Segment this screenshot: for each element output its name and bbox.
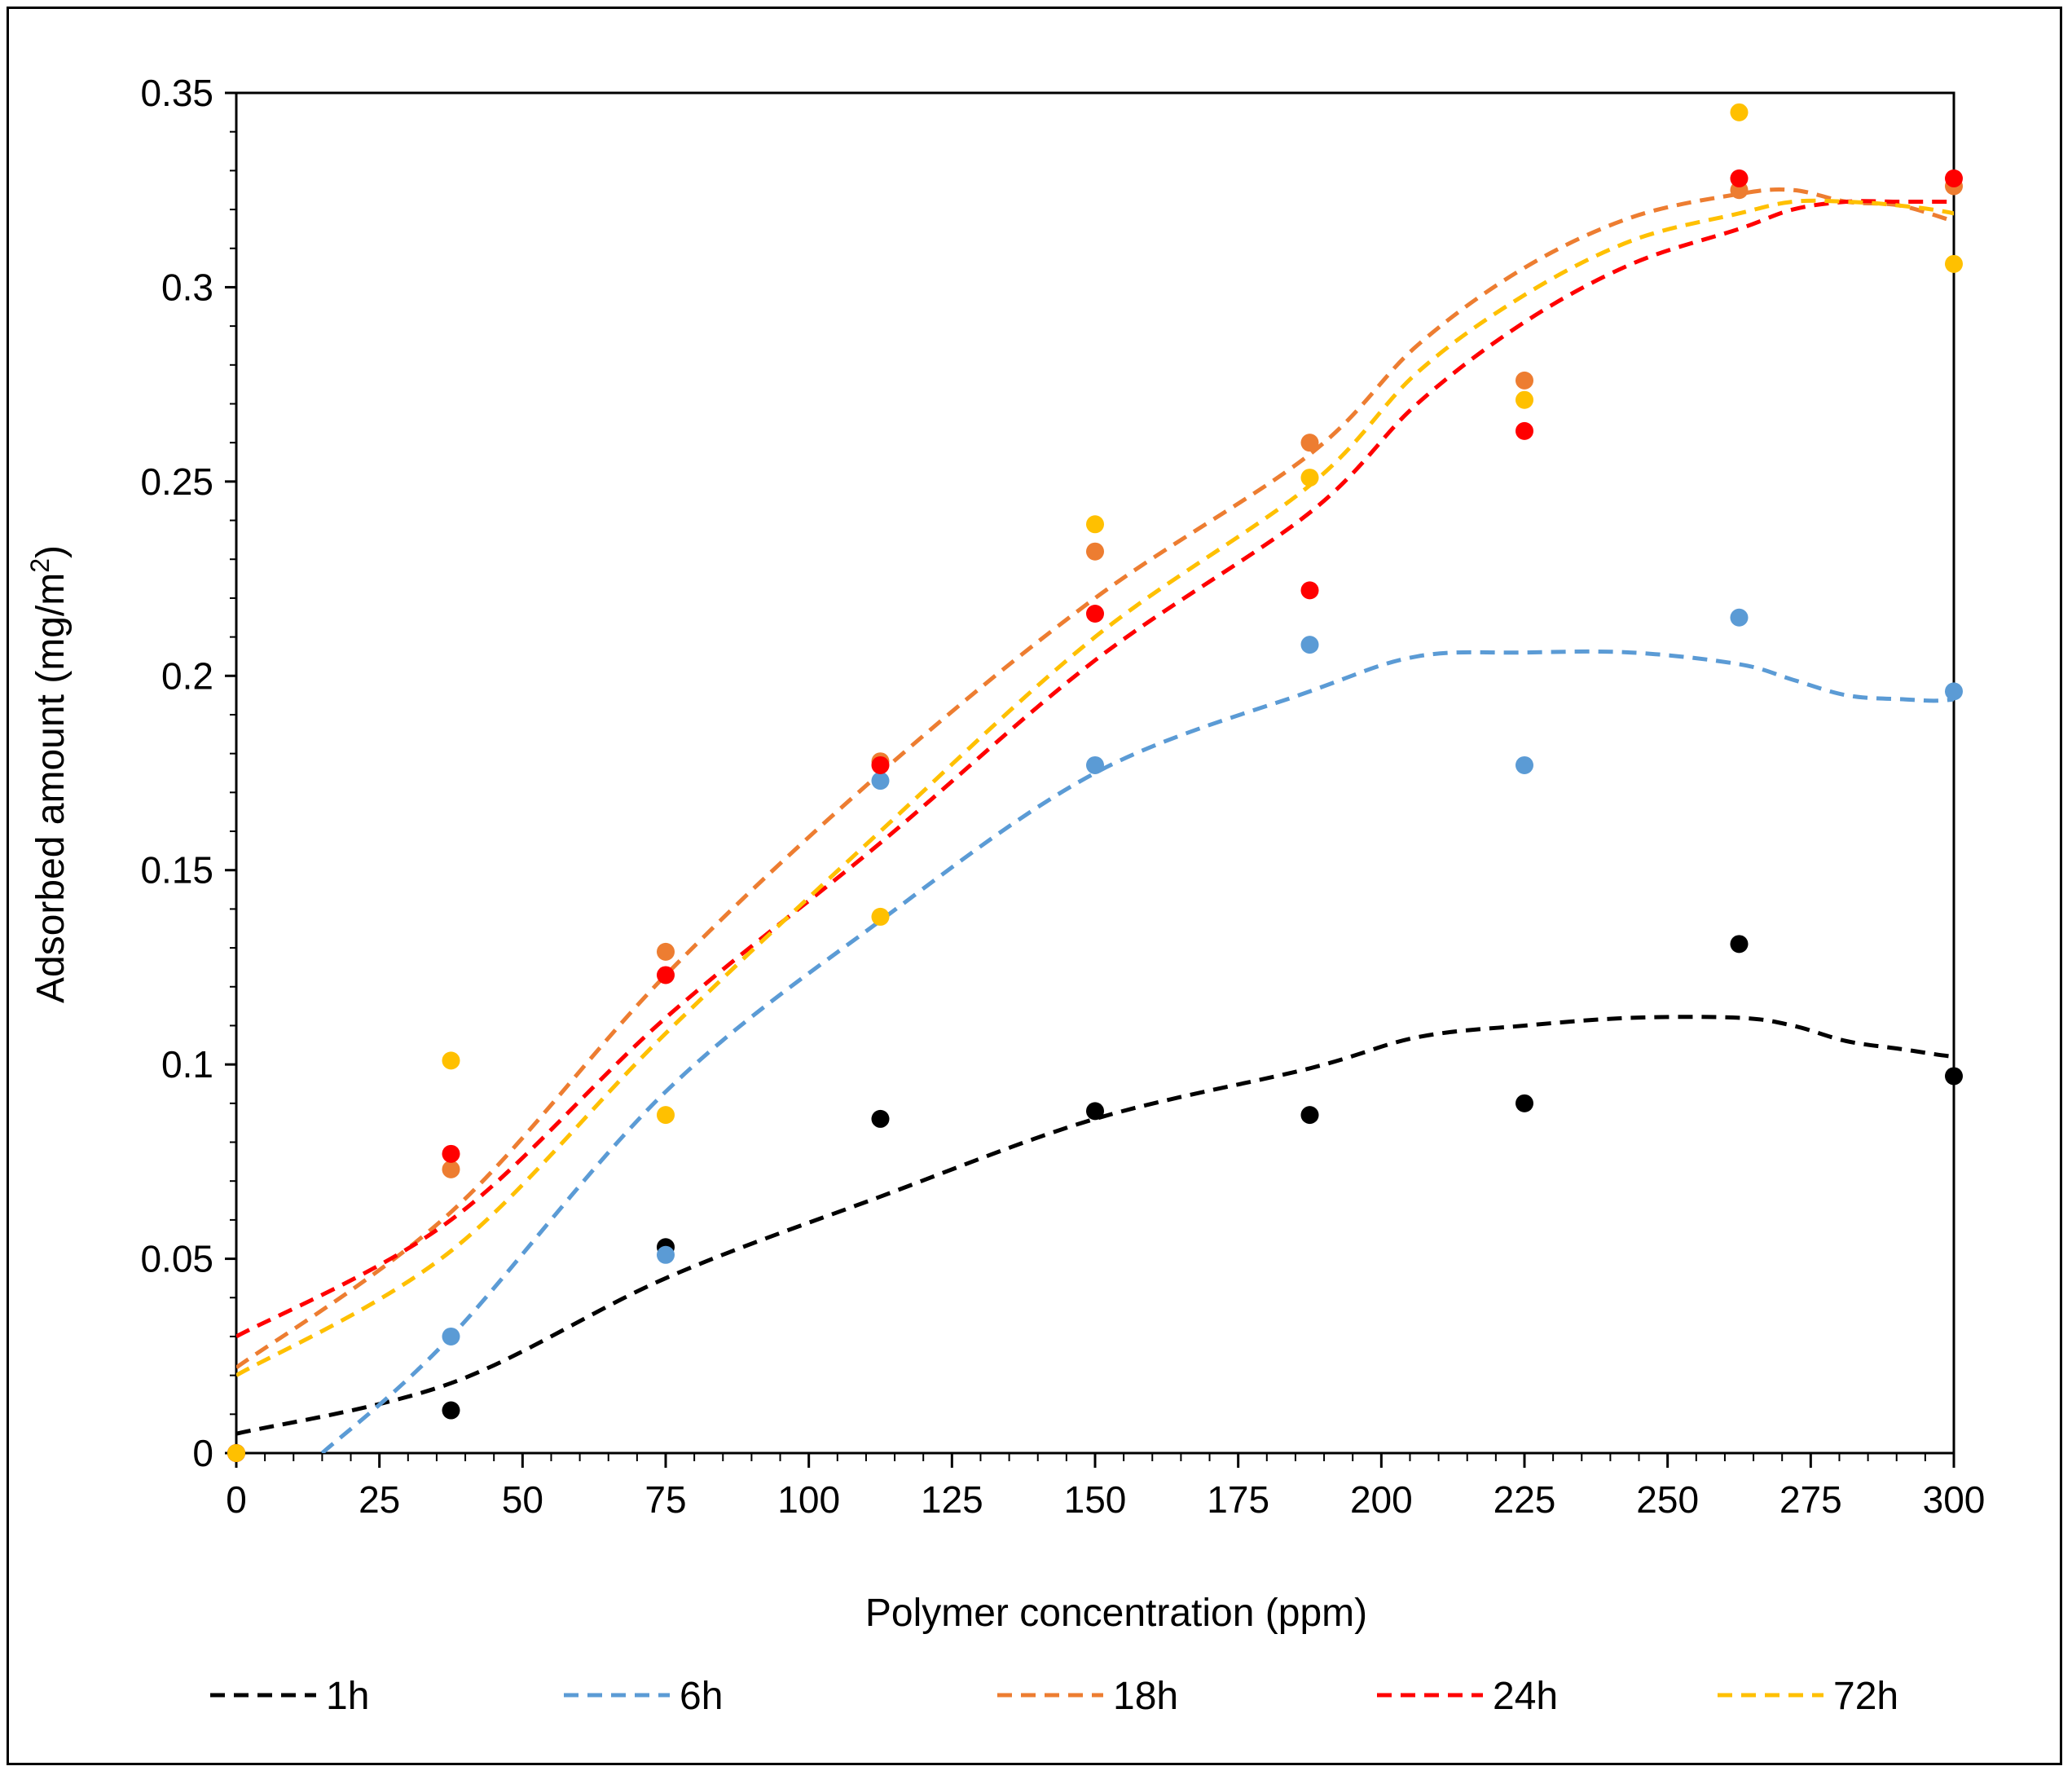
- x-tick-label: 0: [226, 1478, 247, 1521]
- data-point-6h: [1516, 755, 1533, 774]
- data-point-6h: [1945, 682, 1963, 701]
- data-point-72h: [442, 1051, 460, 1070]
- y-axis-title-superscript: 2: [25, 558, 55, 573]
- data-point-24h: [871, 755, 890, 774]
- data-point-18h: [1300, 434, 1319, 452]
- y-axis-title: Adsorbed amount (mg/m2): [25, 545, 73, 1003]
- data-point-72h: [657, 1106, 675, 1125]
- trend-line-72h: [236, 198, 1954, 1377]
- data-point-24h: [442, 1144, 460, 1163]
- data-point-24h: [1086, 604, 1104, 623]
- x-tick-label: 125: [921, 1478, 983, 1521]
- y-tick-label: 0.05: [140, 1238, 213, 1280]
- x-tick-label: 250: [1636, 1478, 1699, 1521]
- data-point-72h: [1945, 254, 1963, 273]
- x-tick-label: 225: [1494, 1478, 1556, 1521]
- data-point-24h: [1730, 169, 1749, 187]
- trend-line-1h: [236, 1015, 1954, 1436]
- trend-line-18h: [236, 187, 1954, 1370]
- data-point-18h: [442, 1160, 460, 1178]
- x-tick-label: 275: [1779, 1478, 1842, 1521]
- trend-lines: [236, 187, 1954, 1453]
- x-tick-label: 100: [777, 1478, 840, 1521]
- data-point-1h: [1086, 1102, 1104, 1121]
- legend-label-72h: 72h: [1833, 1675, 1898, 1718]
- data-point-24h: [1945, 169, 1963, 187]
- x-tick-label: 25: [359, 1478, 400, 1521]
- y-tick-label: 0.35: [140, 72, 213, 114]
- x-tick-label: 50: [502, 1478, 543, 1521]
- legend: 1h 6h 18h 24h 72h: [210, 1675, 1898, 1718]
- data-point-1h: [1516, 1094, 1533, 1112]
- x-tick-label: 150: [1064, 1478, 1127, 1521]
- series-6h: [227, 608, 1963, 1462]
- y-tick-label: 0.3: [161, 266, 213, 308]
- series-72h: [227, 103, 1963, 1462]
- data-point-18h: [1086, 542, 1104, 561]
- chart-frame: [7, 7, 2062, 1765]
- data-point-6h: [871, 772, 890, 791]
- data-point-6h: [1086, 755, 1104, 774]
- legend-label-6h: 6h: [680, 1675, 723, 1718]
- data-point-72h: [1516, 390, 1533, 409]
- data-point-6h: [657, 1245, 675, 1264]
- legend-label-24h: 24h: [1493, 1675, 1558, 1718]
- data-point-1h: [1300, 1106, 1319, 1125]
- legend-label-18h: 18h: [1113, 1675, 1178, 1718]
- data-point-1h: [1945, 1067, 1963, 1086]
- x-tick-label: 75: [644, 1478, 686, 1521]
- data-point-24h: [1516, 421, 1533, 440]
- data-point-72h: [871, 907, 890, 926]
- data-point-6h: [1730, 608, 1749, 627]
- data-point-6h: [442, 1327, 460, 1346]
- y-tick-label: 0.2: [161, 654, 213, 697]
- data-point-1h: [1730, 935, 1749, 954]
- data-point-72h: [1730, 103, 1749, 121]
- data-point-1h: [442, 1401, 460, 1420]
- y-tick-label: 0.1: [161, 1043, 213, 1086]
- data-point-6h: [1300, 636, 1319, 654]
- y-axis-title-main: Adsorbed amount (mg/m: [29, 573, 73, 1003]
- svg-text:Adsorbed amount (mg/m2): Adsorbed amount (mg/m2): [25, 545, 73, 1003]
- plot-area: 0 0.05 0.1 0.15 0.2 0.25 0.3 0.35 0 25 50 75 100 125 1…: [140, 72, 1986, 1521]
- data-point-72h: [1086, 515, 1104, 534]
- legend-label-1h: 1h: [326, 1675, 369, 1718]
- trend-line-6h: [320, 649, 1954, 1453]
- series-24h: [227, 169, 1963, 1462]
- data-point-24h: [657, 966, 675, 984]
- y-axis-title-end: ): [29, 545, 73, 558]
- y-tick-label: 0.15: [140, 849, 213, 892]
- series-1h: [227, 935, 1963, 1462]
- data-point-1h: [871, 1109, 890, 1128]
- data-point-18h: [1516, 371, 1533, 390]
- data-point-72h: [1300, 469, 1319, 487]
- trend-line-24h: [236, 199, 1954, 1339]
- x-tick-label: 300: [1923, 1478, 1986, 1521]
- x-axis-title: Polymer concentration (ppm): [865, 1592, 1367, 1635]
- y-tick-label: 0.25: [140, 460, 213, 503]
- data-point-72h: [227, 1444, 245, 1462]
- x-tick-label: 175: [1207, 1478, 1269, 1521]
- series-18h: [227, 177, 1963, 1462]
- x-tick-label: 200: [1350, 1478, 1413, 1521]
- y-tick-label: 0: [192, 1432, 213, 1474]
- data-point-18h: [657, 942, 675, 961]
- data-point-24h: [1300, 581, 1319, 600]
